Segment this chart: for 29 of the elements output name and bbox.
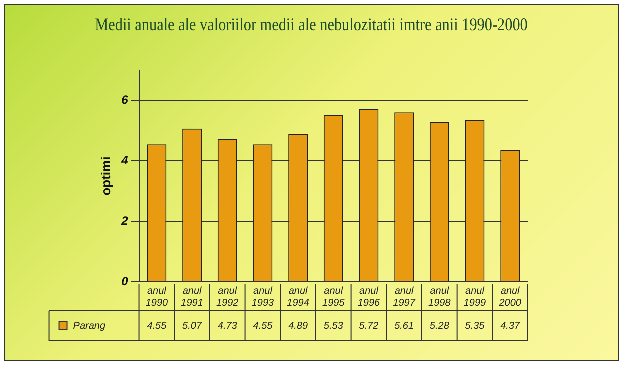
data-label: 5.28 bbox=[430, 320, 450, 332]
data-label: 4.89 bbox=[288, 320, 308, 332]
data-label: 4.55 bbox=[147, 320, 168, 332]
x-tick-label: anul 1999 bbox=[464, 286, 487, 309]
x-tick-label: anul 1995 bbox=[322, 286, 346, 309]
y-tick-label: 6 bbox=[122, 93, 129, 108]
x-tick-label: anul 1998 bbox=[428, 286, 452, 309]
x-tick-label: anul 2000 bbox=[498, 286, 522, 309]
data-label: 5.53 bbox=[324, 320, 344, 332]
x-tick-label: anul 1997 bbox=[393, 286, 416, 309]
y-tick-label: 4 bbox=[120, 154, 129, 168]
data-label: 5.72 bbox=[359, 320, 380, 332]
x-tick-label: anul 1996 bbox=[358, 286, 381, 309]
data-label: 4.37 bbox=[500, 320, 520, 332]
data-label: 5.07 bbox=[182, 320, 202, 332]
y-tick-label: 0 bbox=[122, 274, 129, 288]
y-axis-title: optimi bbox=[98, 156, 114, 196]
data-label: 4.73 bbox=[218, 320, 238, 332]
data-label: 5.61 bbox=[394, 320, 414, 332]
x-tick-label: anul 1990 bbox=[146, 286, 169, 309]
y-tick-label: 2 bbox=[120, 214, 129, 228]
data-label: 5.35 bbox=[465, 320, 486, 332]
data-label: 4.55 bbox=[253, 320, 274, 332]
legend-label: Parang bbox=[73, 320, 106, 332]
x-tick-label: anul 1991 bbox=[181, 286, 204, 309]
x-tick-label: anul 1993 bbox=[252, 286, 275, 309]
chart-title: Medii anuale ale valoriilor medii ale nebulozitatii imtre anii 1990-2000 bbox=[95, 14, 528, 35]
x-tick-label: anul 1994 bbox=[287, 286, 310, 309]
x-tick-label: anul 1992 bbox=[216, 286, 240, 309]
